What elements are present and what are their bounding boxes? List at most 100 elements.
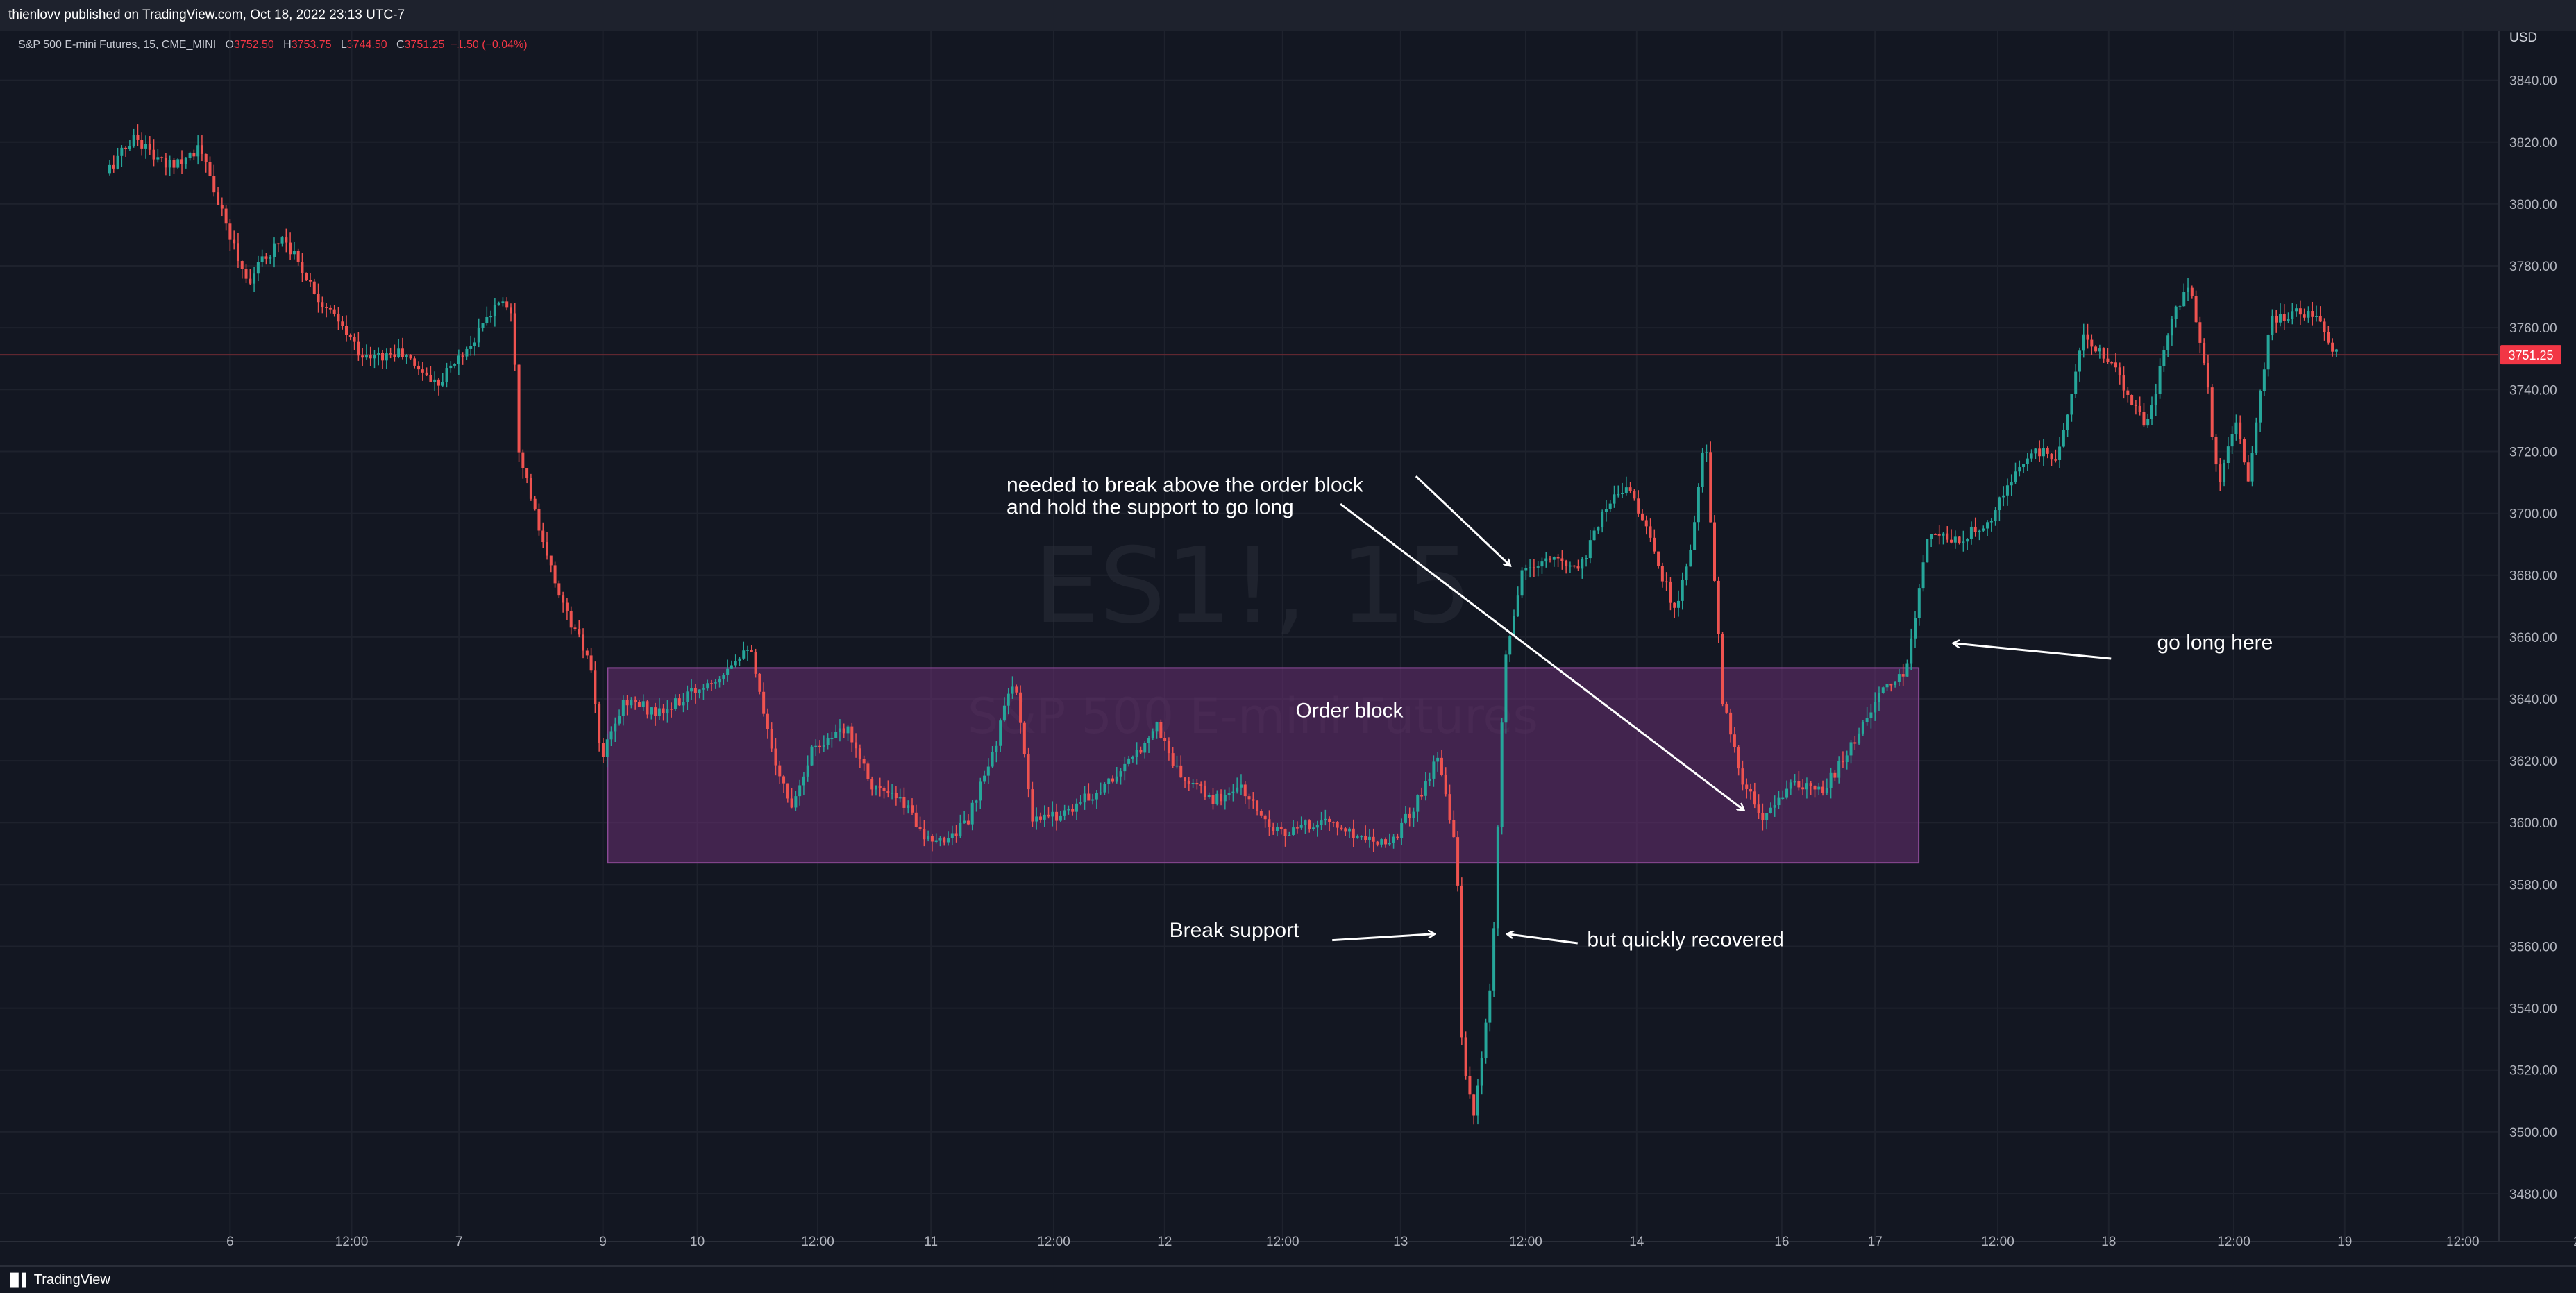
candle-body: [677, 698, 681, 706]
candle-body: [1027, 754, 1030, 790]
candle-body: [2275, 315, 2278, 323]
candle-body: [1440, 757, 1443, 775]
candle-body: [112, 164, 115, 169]
candle-body: [1717, 580, 1720, 634]
candle-body: [1412, 811, 1415, 818]
candle-body: [1147, 738, 1151, 743]
candle-body: [722, 675, 725, 679]
candle-body: [184, 158, 187, 164]
annotation-text: but quickly recovered: [1587, 928, 1783, 951]
candle-body: [1998, 497, 2001, 511]
legend-close: 3751.25: [404, 39, 445, 51]
candle-body: [1881, 687, 1885, 693]
candle-body: [970, 802, 974, 825]
candle-body: [594, 670, 597, 704]
candle-body: [337, 314, 340, 322]
candle-body: [641, 701, 645, 707]
candle-body: [505, 301, 509, 308]
candle-body: [1103, 784, 1106, 793]
candle-body: [995, 745, 998, 752]
candle-body: [1480, 1058, 1483, 1086]
time-tick-label: 9: [599, 1235, 607, 1249]
candle-body: [1829, 772, 1833, 788]
candle-body: [1184, 777, 1187, 781]
annotation-arrow: [1340, 503, 1744, 810]
candle-body: [578, 629, 581, 635]
candle-body: [979, 781, 982, 801]
candle-body: [409, 355, 412, 359]
candle-body: [1897, 674, 1901, 682]
candle-body: [152, 149, 155, 160]
candle-body: [1308, 820, 1311, 829]
footer-bar: █▐ TradingView: [0, 1265, 2576, 1293]
candle-body: [1874, 702, 1877, 713]
candle-body: [1861, 722, 1864, 734]
candle-body: [1047, 814, 1050, 817]
price-tick-label: 3800.00: [2509, 198, 2557, 212]
candle-body: [1500, 722, 1504, 827]
price-tick-label: 3620.00: [2509, 754, 2557, 769]
candle-body: [2174, 306, 2178, 319]
candle-body: [1099, 792, 1102, 794]
candle-body: [2282, 314, 2286, 321]
candle-body: [172, 160, 176, 168]
candle-body: [690, 688, 693, 692]
candle-body: [1737, 747, 1740, 769]
candle-body: [605, 739, 609, 757]
candle-body: [1585, 558, 1588, 559]
candle-body: [598, 704, 601, 743]
candle-body: [862, 759, 866, 764]
candle-body: [1436, 757, 1440, 762]
candle-body: [2082, 334, 2085, 351]
candle-body: [1982, 528, 1985, 531]
candle-body: [2030, 453, 2033, 459]
candle-body: [1400, 822, 1404, 838]
candle-body: [1364, 836, 1367, 840]
candle-body: [2219, 464, 2222, 482]
candle-body: [140, 140, 144, 149]
price-chart[interactable]: ES1!, 15S&P 500 E-mini Futures needed to…: [0, 31, 2576, 1262]
candle-body: [914, 812, 918, 827]
candle-body: [1408, 813, 1411, 818]
candle-body: [923, 829, 926, 840]
candle-body: [1236, 787, 1239, 792]
legend-open: 3752.50: [233, 39, 274, 51]
candle-body: [838, 728, 841, 732]
legend-symbol[interactable]: S&P 500 E-mini Futures, 15, CME_MINI: [18, 39, 217, 51]
legend-high: 3753.75: [291, 39, 332, 51]
candle-body: [1207, 795, 1211, 797]
candle-body: [253, 273, 256, 284]
candle-body: [541, 530, 545, 543]
candlestick-series: [108, 124, 2338, 1125]
candle-body: [746, 650, 750, 651]
candle-body: [264, 256, 268, 259]
candle-body: [1392, 836, 1395, 843]
candle-body: [670, 709, 673, 710]
candle-body: [341, 321, 344, 326]
candle-body: [1432, 761, 1436, 779]
candle-body: [1994, 510, 1997, 522]
candle-body: [212, 176, 216, 193]
candle-body: [1962, 541, 1965, 543]
candle-body: [858, 748, 861, 759]
footer-logo-text[interactable]: TradingView: [33, 1272, 110, 1287]
candle-body: [959, 822, 962, 836]
candle-body: [1492, 928, 1496, 991]
price-tick-label: 3600.00: [2509, 816, 2557, 831]
candle-body: [834, 732, 838, 738]
candle-body: [2210, 387, 2214, 437]
candle-body: [1921, 562, 1925, 589]
candle-body: [1937, 534, 1941, 536]
candle-body: [1396, 836, 1399, 838]
candle-body: [1729, 712, 1733, 735]
candle-body: [1741, 768, 1744, 785]
annotation-arrow: [1507, 934, 1578, 945]
candle-body: [1159, 722, 1163, 738]
candle-body: [1496, 827, 1499, 929]
candle-body: [798, 785, 802, 797]
candle-body: [1259, 811, 1263, 816]
time-tick-label: 12:00: [2217, 1235, 2250, 1249]
candle-body: [160, 157, 164, 158]
candle-body: [2062, 430, 2065, 447]
tradingview-logo-icon[interactable]: █▐: [10, 1273, 26, 1287]
